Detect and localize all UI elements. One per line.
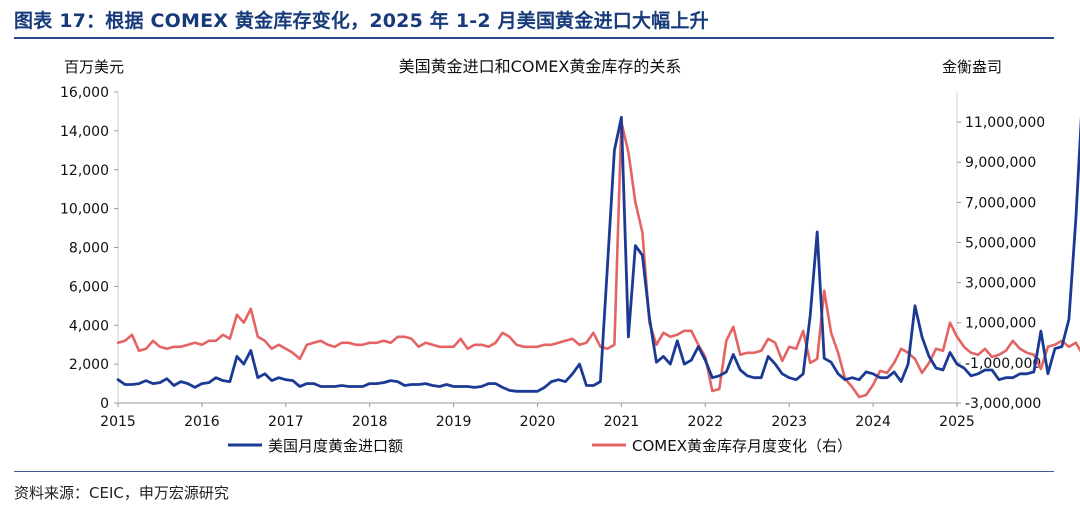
title-rule <box>14 37 1054 39</box>
left-axis-ticks: 0 2,000 4,000 6,000 8,000 10,000 12,000 14,000 1… <box>60 85 118 412</box>
right-tick-label: -1,000,000 <box>965 356 1041 372</box>
left-tick-label: 0 <box>100 396 109 412</box>
right-tick-label: 9,000,000 <box>965 155 1036 171</box>
x-tick-label: 2015 <box>100 414 136 430</box>
left-axis-unit: 百万美元 <box>64 58 124 76</box>
right-tick-label: 11,000,000 <box>965 115 1045 131</box>
left-tick-label: 8,000 <box>69 241 109 257</box>
plot-frame <box>117 92 958 404</box>
left-tick-label: 12,000 <box>60 163 109 179</box>
figure-title: 图表 17：根据 COMEX 黄金库存变化，2025 年 1-2 月美国黄金进口… <box>14 10 709 32</box>
right-axis-unit: 金衡盎司 <box>942 58 1002 76</box>
x-tick-label: 2019 <box>436 414 472 430</box>
x-tick-label: 2022 <box>687 414 723 430</box>
x-tick-label: 2023 <box>771 414 807 430</box>
right-axis-ticks: -3,000,000 -1,000,000 1,000,000 3,000,000 5,… <box>957 115 1045 412</box>
left-tick-label: 14,000 <box>60 124 109 140</box>
chart-title: 美国黄金进口和COMEX黄金库存的关系 <box>399 57 682 76</box>
right-tick-label: 3,000,000 <box>965 276 1036 292</box>
x-tick-label: 2021 <box>604 414 640 430</box>
series-layer <box>116 115 1080 399</box>
series-line-inventory <box>116 120 1080 399</box>
legend-label-inventory: COMEX黄金库存月度变化（右） <box>632 437 852 455</box>
legend-label-import: 美国月度黄金进口额 <box>268 437 403 455</box>
right-tick-label: 5,000,000 <box>965 235 1036 251</box>
right-tick-label: 7,000,000 <box>965 195 1036 211</box>
series-line-import <box>116 115 1080 393</box>
x-tick-label: 2020 <box>520 414 556 430</box>
x-tick-label: 2025 <box>939 414 975 430</box>
legend: 美国月度黄金进口额 COMEX黄金库存月度变化（右） <box>228 437 852 455</box>
left-tick-label: 4,000 <box>69 318 109 334</box>
left-tick-label: 16,000 <box>60 85 109 101</box>
source-rule <box>14 471 1054 472</box>
x-axis-ticks: 2015 2016 2017 2018 2019 2020 2021 2022 2023 2024… <box>100 403 975 430</box>
x-tick-label: 2016 <box>184 414 220 430</box>
right-tick-label: -3,000,000 <box>965 396 1041 412</box>
left-tick-label: 6,000 <box>69 279 109 295</box>
x-tick-label: 2024 <box>855 414 891 430</box>
source-note: 资料来源：CEIC，申万宏源研究 <box>14 484 229 502</box>
left-tick-label: 10,000 <box>60 202 109 218</box>
x-tick-label: 2018 <box>352 414 388 430</box>
right-tick-label: 1,000,000 <box>965 316 1036 332</box>
left-tick-label: 2,000 <box>69 357 109 373</box>
x-tick-label: 2017 <box>268 414 304 430</box>
